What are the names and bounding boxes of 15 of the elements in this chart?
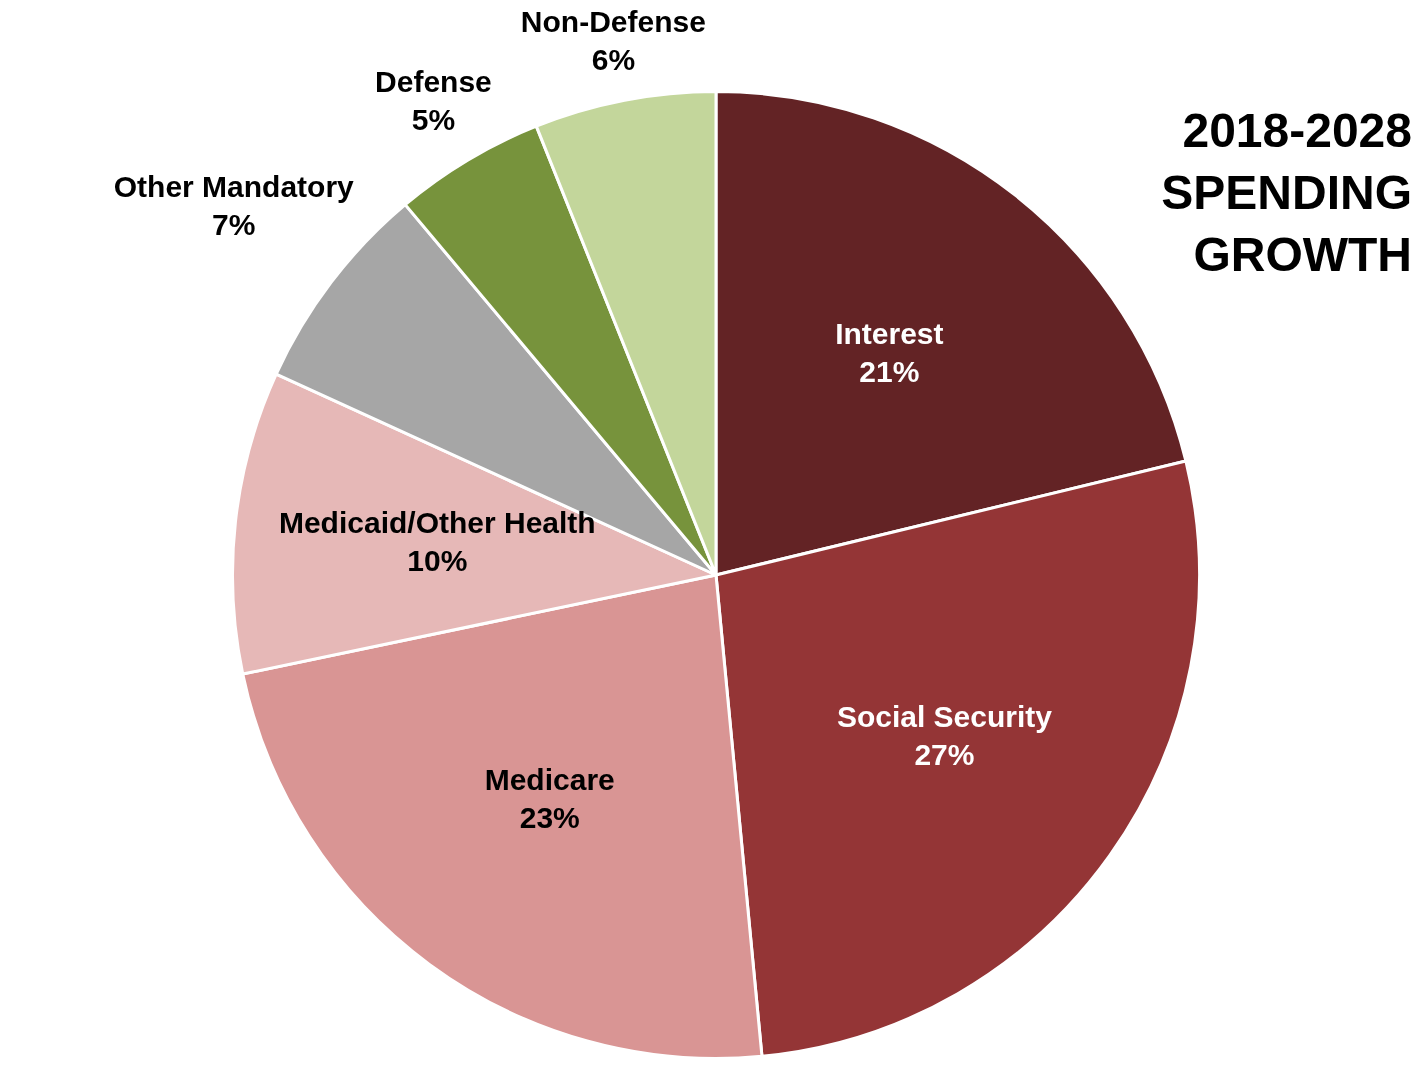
text: 2018-2028 SPENDING GROWTH	[1160, 103, 1412, 283]
slice-label: Medicare	[484, 763, 615, 797]
data-label: 27%	[914, 737, 975, 771]
data-label: 23%	[519, 801, 580, 835]
slice-label: Defense	[375, 65, 492, 99]
data-label: 21%	[859, 354, 920, 388]
data-label: 10%	[407, 544, 468, 578]
slice-label: Interest	[835, 316, 944, 350]
data-label: 7%	[212, 208, 256, 242]
slice-label: Social Security	[836, 699, 1053, 733]
slice-label: Non-Defense	[520, 4, 706, 38]
slice-label: Other Mandatory	[113, 170, 355, 204]
data-label: 5%	[411, 103, 456, 137]
slice-label: Medicaid/Other Health	[278, 506, 596, 540]
data-label: 6%	[591, 42, 636, 76]
